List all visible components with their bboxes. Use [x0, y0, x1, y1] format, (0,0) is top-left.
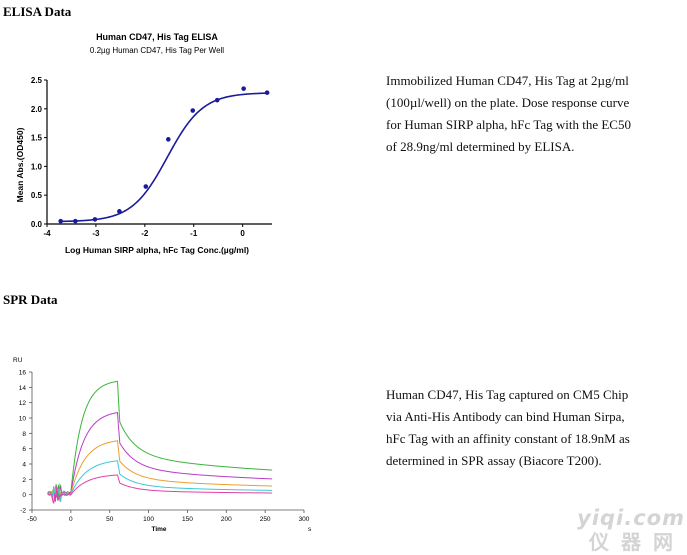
- spr-x-tick-label: 100: [143, 516, 154, 523]
- spr-y-tick-label: 10: [19, 416, 27, 423]
- spr-y-tick-label: 8: [22, 431, 26, 438]
- elisa-chart-title: Human CD47, His Tag ELISA: [96, 32, 218, 42]
- elisa-description-line: for Human SIRP alpha, hFc Tag with the E…: [386, 117, 631, 132]
- watermark-chinese: 仪器网: [589, 530, 685, 554]
- elisa-data-point: [92, 217, 98, 222]
- spr-description-line: Human CD47, His Tag captured on CM5 Chip: [386, 387, 629, 402]
- elisa-data-point: [166, 137, 171, 142]
- elisa-fit-curve: [59, 92, 268, 223]
- spr-x-tick-label: 150: [182, 516, 193, 523]
- elisa-y-tick-label: 0.5: [31, 191, 43, 200]
- spr-x-tick-label: 300: [299, 516, 310, 523]
- elisa-data-point: [264, 90, 270, 95]
- elisa-description-line: Immobilized Human CD47, His Tag at 2µg/m…: [386, 73, 629, 88]
- spr-series-line: [47, 440, 273, 503]
- spr-y-tick-label: 2: [22, 477, 26, 484]
- spr-series-line: [47, 460, 273, 502]
- spr-y-tick-label: -2: [20, 508, 26, 515]
- elisa-x-tick-label: -2: [141, 229, 149, 238]
- spr-description-line: via Anti-His Antibody can bind Human Sir…: [386, 409, 625, 424]
- spr-x-tick-label: 0: [69, 516, 73, 523]
- spr-chart: RU Time s -50 0 50 100 150 200 250 300 -2 0 2 4 6 8 10…: [13, 357, 312, 533]
- spr-series-line: [47, 380, 273, 501]
- elisa-description: Immobilized Human CD47, His Tag at 2µg/m…: [386, 70, 676, 158]
- elisa-y-tick-label: 2.0: [31, 105, 43, 114]
- spr-y-tick-label: 6: [22, 446, 26, 453]
- spr-y-tick-label: 16: [19, 370, 27, 377]
- spr-description: Human CD47, His Tag captured on CM5 Chip…: [386, 384, 661, 472]
- elisa-heading: ELISA Data: [3, 4, 72, 19]
- spr-xlabel: Time: [151, 526, 166, 533]
- elisa-chart-subtitle: 0.2µg Human CD47, His Tag Per Well: [90, 46, 224, 55]
- elisa-data-point: [143, 184, 149, 189]
- spr-ylabel: RU: [13, 357, 23, 364]
- spr-y-tick-label: 14: [19, 385, 27, 392]
- elisa-data-point: [190, 108, 196, 113]
- elisa-data-point: [73, 218, 78, 224]
- spr-y-tick-label: 0: [22, 492, 26, 499]
- elisa-data-point: [241, 86, 246, 91]
- elisa-data-point: [58, 218, 63, 224]
- elisa-data-point: [117, 209, 122, 214]
- spr-xunit: s: [308, 526, 312, 533]
- elisa-chart: Human CD47, His Tag ELISA 0.2µg Human CD…: [15, 32, 272, 255]
- spr-heading: SPR Data: [3, 292, 58, 307]
- elisa-x-tick-label: -4: [43, 229, 51, 238]
- elisa-x-tick-label: -3: [92, 229, 100, 238]
- spr-description-line: determined in SPR assay (Biacore T200).: [386, 453, 602, 468]
- elisa-ylabel: Mean Abs.(OD450): [15, 127, 25, 202]
- elisa-y-tick-label: 1.5: [31, 134, 43, 143]
- elisa-description-line: of 28.9ng/ml determined by ELISA.: [386, 139, 575, 154]
- spr-y-tick-label: 12: [19, 400, 27, 407]
- spr-x-tick-label: 50: [106, 516, 114, 523]
- elisa-data-point: [214, 97, 220, 103]
- elisa-xlabel: Log Human SIRP alpha, hFc Tag Conc.(µg/m…: [65, 245, 249, 255]
- spr-x-tick-label: 250: [260, 516, 271, 523]
- spr-description-line: hFc Tag with an affinity constant of 18.…: [386, 431, 630, 446]
- spr-x-tick-label: -50: [27, 516, 37, 523]
- watermark: yiqi.com 仪器网: [577, 506, 685, 555]
- spr-series-line: [47, 412, 273, 501]
- watermark-domain: yiqi.com: [577, 506, 685, 530]
- spr-series-line: [47, 474, 273, 505]
- elisa-x-tick-label: 0: [240, 229, 245, 238]
- elisa-y-tick-label: 0.0: [31, 220, 43, 229]
- elisa-x-tick-label: -1: [190, 229, 198, 238]
- elisa-description-line: (100µl/well) on the plate. Dose response…: [386, 95, 630, 110]
- spr-x-tick-label: 200: [221, 516, 232, 523]
- elisa-y-tick-label: 1.0: [31, 162, 43, 171]
- elisa-y-tick-label: 2.5: [31, 76, 43, 85]
- spr-y-tick-label: 4: [22, 462, 26, 469]
